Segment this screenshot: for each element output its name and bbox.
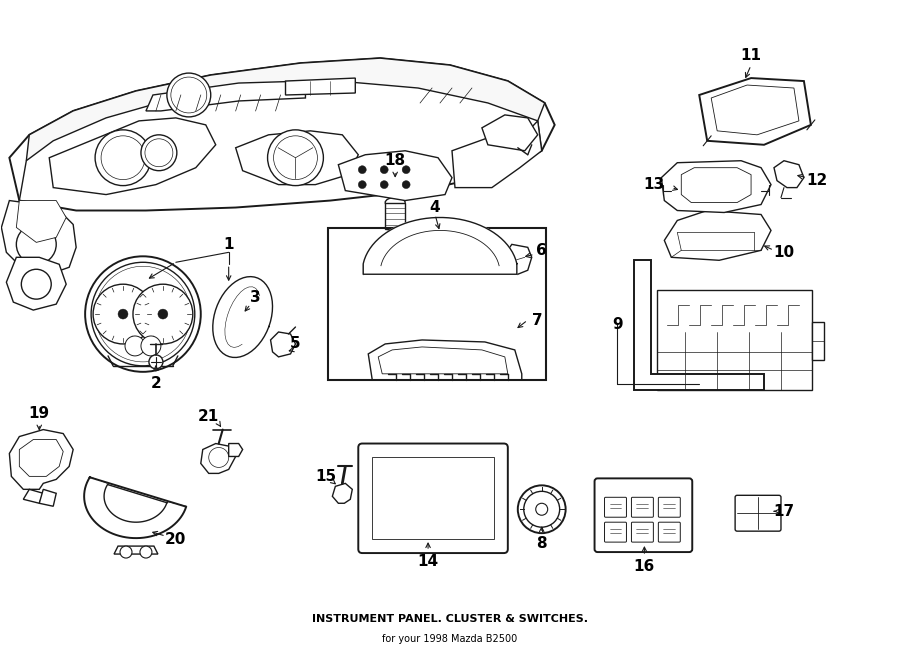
Circle shape	[267, 130, 323, 185]
Text: 18: 18	[384, 153, 406, 168]
Text: 6: 6	[536, 243, 547, 258]
Polygon shape	[332, 483, 352, 503]
Polygon shape	[368, 340, 522, 380]
Text: 15: 15	[315, 469, 336, 484]
Circle shape	[120, 546, 132, 558]
Polygon shape	[285, 78, 356, 95]
FancyBboxPatch shape	[595, 479, 692, 552]
Circle shape	[95, 130, 151, 185]
Polygon shape	[452, 121, 542, 187]
Polygon shape	[16, 201, 67, 242]
Polygon shape	[774, 161, 804, 187]
Circle shape	[148, 355, 163, 369]
Polygon shape	[236, 131, 358, 185]
Circle shape	[358, 166, 366, 173]
Polygon shape	[505, 244, 532, 274]
Circle shape	[402, 181, 410, 189]
Text: 2: 2	[150, 376, 161, 391]
Polygon shape	[212, 277, 273, 357]
Polygon shape	[364, 218, 517, 274]
Text: 4: 4	[429, 200, 440, 215]
Polygon shape	[482, 115, 537, 151]
Circle shape	[16, 224, 56, 264]
Text: 12: 12	[806, 173, 827, 188]
Polygon shape	[201, 444, 236, 473]
Polygon shape	[9, 430, 73, 489]
Text: 11: 11	[741, 48, 761, 63]
Circle shape	[141, 135, 176, 171]
Circle shape	[358, 181, 366, 189]
Polygon shape	[50, 118, 216, 195]
Polygon shape	[699, 78, 811, 145]
Polygon shape	[662, 161, 771, 213]
Circle shape	[86, 256, 201, 372]
Circle shape	[380, 166, 388, 173]
Circle shape	[140, 546, 152, 558]
Polygon shape	[385, 203, 405, 230]
Polygon shape	[26, 58, 544, 161]
Polygon shape	[84, 477, 186, 538]
Text: 20: 20	[166, 532, 186, 547]
Text: 10: 10	[773, 245, 795, 260]
Text: 14: 14	[418, 553, 438, 569]
Circle shape	[93, 284, 153, 344]
Polygon shape	[9, 58, 554, 211]
Text: 9: 9	[612, 316, 623, 332]
Circle shape	[536, 503, 548, 515]
Circle shape	[387, 228, 403, 244]
Text: 13: 13	[644, 177, 665, 192]
Text: INSTRUMENT PANEL. CLUSTER & SWITCHES.: INSTRUMENT PANEL. CLUSTER & SWITCHES.	[312, 614, 588, 624]
FancyBboxPatch shape	[812, 322, 824, 360]
Circle shape	[518, 485, 565, 533]
Text: 1: 1	[223, 237, 234, 252]
Text: 7: 7	[533, 312, 543, 328]
Polygon shape	[229, 444, 243, 457]
Circle shape	[125, 336, 145, 356]
Text: for your 1998 Mazda B2500: for your 1998 Mazda B2500	[382, 634, 518, 643]
Circle shape	[158, 309, 168, 319]
Ellipse shape	[385, 197, 405, 207]
Polygon shape	[40, 489, 56, 506]
Polygon shape	[146, 81, 305, 111]
Polygon shape	[2, 201, 76, 274]
Circle shape	[22, 269, 51, 299]
Polygon shape	[634, 260, 764, 390]
Text: 5: 5	[290, 336, 301, 352]
Polygon shape	[338, 151, 452, 201]
FancyBboxPatch shape	[657, 290, 812, 390]
Circle shape	[118, 309, 128, 319]
FancyBboxPatch shape	[358, 444, 508, 553]
Circle shape	[166, 73, 211, 117]
Polygon shape	[114, 546, 158, 554]
Polygon shape	[23, 489, 43, 503]
Text: 3: 3	[250, 290, 261, 305]
Polygon shape	[664, 211, 771, 260]
Circle shape	[402, 166, 410, 173]
Circle shape	[380, 181, 388, 189]
Text: 8: 8	[536, 536, 547, 551]
Polygon shape	[6, 258, 67, 310]
Text: 19: 19	[29, 406, 50, 421]
FancyBboxPatch shape	[735, 495, 781, 531]
Text: 21: 21	[198, 409, 220, 424]
Circle shape	[141, 336, 161, 356]
Circle shape	[133, 284, 193, 344]
Polygon shape	[271, 332, 295, 357]
Text: 17: 17	[773, 504, 795, 519]
Text: 16: 16	[634, 559, 655, 573]
